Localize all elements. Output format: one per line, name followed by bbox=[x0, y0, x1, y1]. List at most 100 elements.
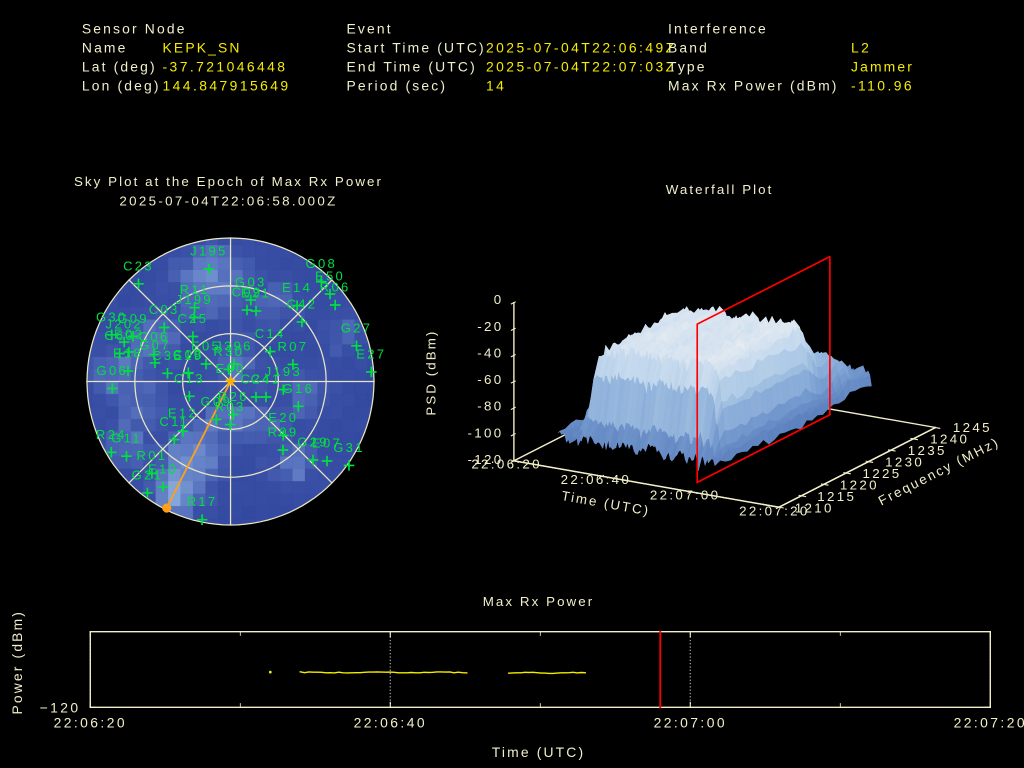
svg-text:1240: 1240 bbox=[930, 431, 969, 446]
svg-text:J396: J396 bbox=[215, 339, 252, 354]
svg-text:22:06:40: 22:06:40 bbox=[561, 472, 632, 487]
svg-text:-120: -120 bbox=[467, 452, 503, 467]
svg-text:22:06:40: 22:06:40 bbox=[354, 715, 427, 731]
svg-text:E18: E18 bbox=[113, 345, 143, 360]
svg-text:-100: -100 bbox=[467, 425, 503, 440]
svg-text:KEPK_SN: KEPK_SN bbox=[163, 39, 242, 55]
svg-text:22:06:20: 22:06:20 bbox=[54, 715, 127, 731]
svg-text:144.847915649: 144.847915649 bbox=[163, 78, 291, 94]
svg-text:E05: E05 bbox=[191, 339, 221, 354]
svg-text:R01: R01 bbox=[137, 448, 168, 463]
svg-text:PSD (dBm): PSD (dBm) bbox=[423, 330, 438, 416]
svg-text:Max Rx Power: Max Rx Power bbox=[483, 594, 594, 609]
svg-text:C23: C23 bbox=[123, 258, 154, 273]
svg-text:R24: R24 bbox=[96, 427, 127, 442]
svg-text:R07: R07 bbox=[278, 339, 309, 354]
svg-text:J202: J202 bbox=[105, 317, 142, 332]
svg-text:C42: C42 bbox=[287, 296, 318, 311]
svg-text:Time (UTC): Time (UTC) bbox=[492, 744, 585, 760]
svg-text:Jammer: Jammer bbox=[851, 59, 914, 75]
svg-text:E19: E19 bbox=[173, 348, 203, 363]
svg-text:-20: -20 bbox=[477, 319, 503, 334]
svg-text:G31: G31 bbox=[333, 440, 365, 455]
svg-text:C08: C08 bbox=[173, 347, 204, 362]
svg-text:E20: E20 bbox=[268, 410, 298, 425]
svg-text:L2: L2 bbox=[851, 39, 871, 55]
svg-text:Sky Plot at the Epoch of Max R: Sky Plot at the Epoch of Max Rx Power bbox=[74, 174, 383, 189]
svg-text:C41: C41 bbox=[251, 371, 282, 386]
svg-text:Name: Name bbox=[82, 39, 128, 55]
svg-text:E00: E00 bbox=[215, 361, 245, 376]
svg-text:G11: G11 bbox=[111, 431, 142, 446]
svg-text:22:07:20: 22:07:20 bbox=[739, 503, 810, 518]
svg-text:G27: G27 bbox=[341, 320, 373, 335]
svg-text:J195: J195 bbox=[190, 244, 227, 259]
svg-text:−120: −120 bbox=[40, 700, 81, 716]
svg-text:G06: G06 bbox=[97, 363, 129, 378]
svg-text:G07: G07 bbox=[139, 337, 171, 352]
svg-text:22:06:20: 22:06:20 bbox=[471, 456, 542, 471]
svg-text:C09: C09 bbox=[232, 284, 263, 299]
svg-text:Band: Band bbox=[668, 39, 709, 55]
svg-text:E07: E07 bbox=[312, 435, 342, 450]
svg-text:R17: R17 bbox=[187, 494, 218, 509]
svg-text:14: 14 bbox=[486, 78, 506, 94]
svg-text:C14: C14 bbox=[255, 326, 286, 341]
svg-text:-80: -80 bbox=[477, 399, 503, 414]
svg-text:Interference: Interference bbox=[668, 20, 768, 36]
svg-text:E10: E10 bbox=[148, 461, 178, 476]
svg-text:E50: E50 bbox=[315, 269, 345, 284]
svg-text:Max Rx Power (dBm): Max Rx Power (dBm) bbox=[668, 78, 839, 94]
svg-text:Power (dBm): Power (dBm) bbox=[9, 610, 25, 715]
svg-text:J193: J193 bbox=[265, 364, 302, 379]
svg-text:C36: C36 bbox=[152, 348, 183, 363]
svg-text:E27: E27 bbox=[356, 346, 386, 361]
svg-text:R06: R06 bbox=[320, 280, 351, 295]
svg-text:Type: Type bbox=[668, 59, 707, 75]
svg-text:2025-07-04T22:06:49Z: 2025-07-04T22:06:49Z bbox=[486, 39, 677, 55]
svg-text:C06: C06 bbox=[139, 329, 170, 344]
svg-text:E14: E14 bbox=[282, 280, 312, 295]
svg-text:-60: -60 bbox=[477, 372, 503, 387]
svg-text:1235: 1235 bbox=[908, 443, 947, 458]
svg-text:C25: C25 bbox=[178, 311, 209, 326]
svg-text:G30: G30 bbox=[96, 309, 128, 324]
svg-text:G09: G09 bbox=[201, 394, 233, 409]
svg-text:E02: E02 bbox=[114, 327, 144, 342]
svg-text:E21: E21 bbox=[241, 285, 271, 300]
svg-text:R30: R30 bbox=[213, 344, 244, 359]
svg-text:Event: Event bbox=[346, 20, 392, 36]
svg-text:G08: G08 bbox=[306, 256, 338, 271]
svg-text:22:07:20: 22:07:20 bbox=[954, 715, 1024, 731]
svg-text:C11: C11 bbox=[159, 414, 189, 429]
svg-text:2025-07-04T22:06:58.000Z: 2025-07-04T22:06:58.000Z bbox=[119, 194, 337, 209]
svg-text:1210: 1210 bbox=[795, 500, 834, 515]
svg-text:J199: J199 bbox=[175, 292, 212, 307]
svg-text:-40: -40 bbox=[477, 345, 503, 360]
svg-text:1245: 1245 bbox=[953, 420, 992, 435]
svg-text:-37.721046448: -37.721046448 bbox=[163, 59, 288, 75]
svg-text:-110.96: -110.96 bbox=[851, 78, 914, 94]
svg-text:0: 0 bbox=[494, 292, 504, 307]
svg-text:1215: 1215 bbox=[817, 489, 856, 504]
svg-text:Waterfall Plot: Waterfall Plot bbox=[666, 182, 774, 197]
svg-text:G03: G03 bbox=[235, 275, 267, 290]
svg-text:C24: C24 bbox=[241, 371, 272, 386]
svg-text:E12: E12 bbox=[168, 406, 198, 421]
svg-text:Sensor Node: Sensor Node bbox=[82, 20, 187, 36]
svg-text:2025-07-04T22:07:03Z: 2025-07-04T22:07:03Z bbox=[486, 59, 677, 75]
svg-text:1230: 1230 bbox=[885, 454, 924, 469]
svg-text:22:07:00: 22:07:00 bbox=[654, 715, 727, 731]
svg-text:G29: G29 bbox=[297, 435, 329, 450]
svg-text:1225: 1225 bbox=[863, 466, 902, 481]
svg-text:1220: 1220 bbox=[840, 477, 879, 492]
svg-text:R26: R26 bbox=[218, 389, 249, 404]
svg-text:R09: R09 bbox=[268, 424, 299, 439]
svg-text:R03: R03 bbox=[215, 399, 246, 414]
svg-text:C03: C03 bbox=[149, 302, 180, 317]
svg-text:22:07:00: 22:07:00 bbox=[650, 488, 721, 503]
svg-text:C13: C13 bbox=[174, 371, 205, 386]
svg-text:Period (sec): Period (sec) bbox=[346, 78, 447, 94]
svg-text:G16: G16 bbox=[283, 381, 315, 396]
svg-text:G21: G21 bbox=[132, 467, 164, 482]
